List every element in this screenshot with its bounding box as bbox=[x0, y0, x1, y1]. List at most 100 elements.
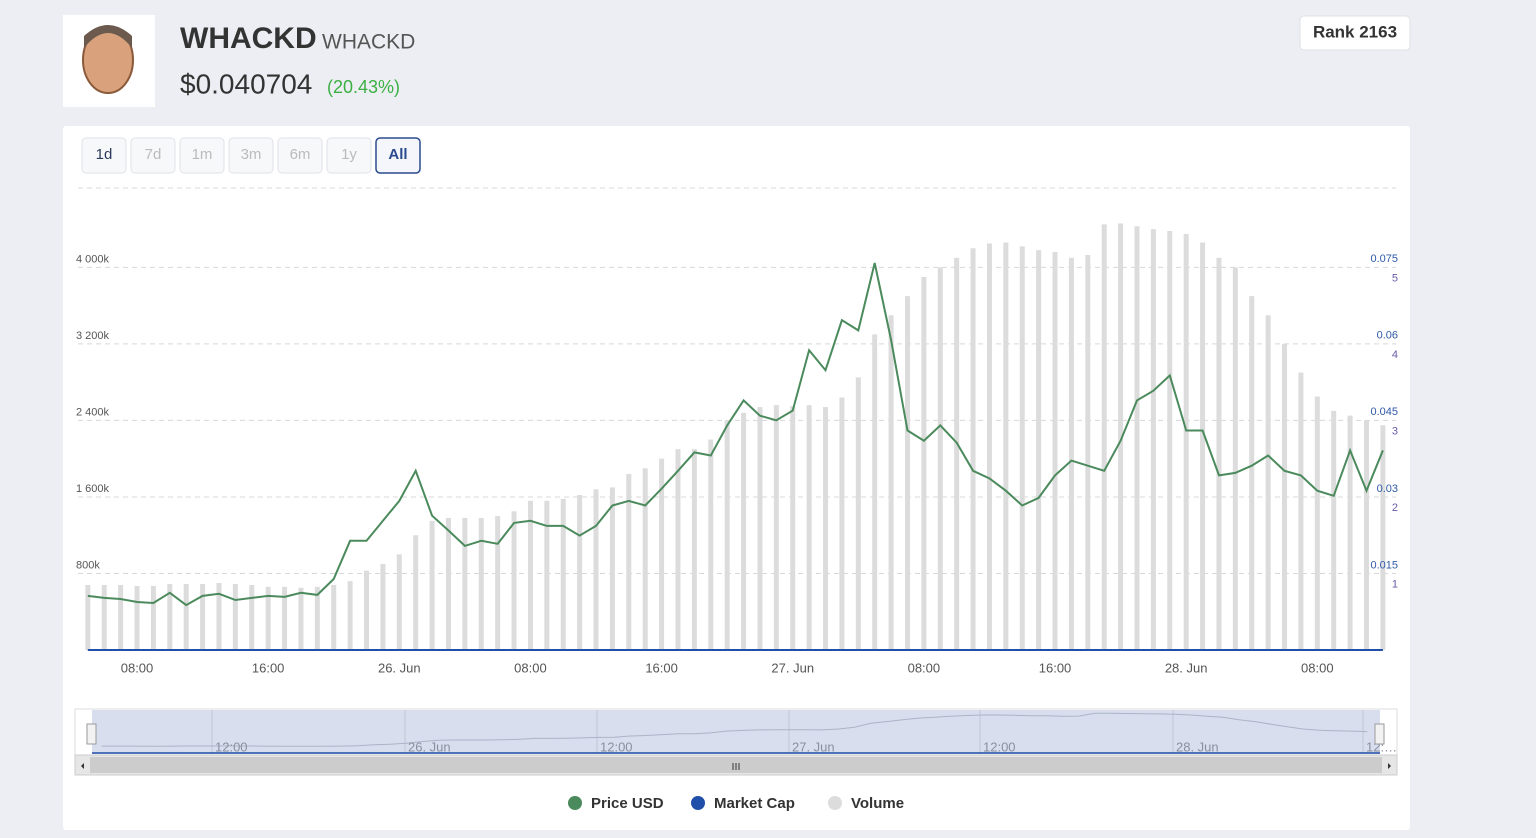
y2-tick-label: 0.045 bbox=[1370, 406, 1398, 418]
y3-tick-label: 1 bbox=[1392, 578, 1398, 590]
volume-bar bbox=[741, 412, 747, 650]
volume-bar bbox=[609, 487, 615, 650]
volume-bar bbox=[364, 570, 370, 650]
volume-bar bbox=[855, 377, 861, 650]
volume-bar bbox=[1118, 223, 1124, 651]
volume-bar bbox=[511, 511, 517, 650]
volume-bar bbox=[691, 449, 697, 650]
volume-bar bbox=[577, 495, 583, 650]
volume-bar bbox=[1150, 229, 1156, 650]
legend-marker[interactable] bbox=[568, 796, 582, 810]
volume-bar bbox=[167, 584, 173, 650]
volume-bar bbox=[1282, 343, 1288, 650]
volume-bar bbox=[265, 586, 271, 650]
navigator-label: 12:… bbox=[1366, 739, 1397, 754]
range-label[interactable]: 1y bbox=[341, 146, 357, 163]
volume-bar bbox=[675, 449, 681, 650]
range-button[interactable] bbox=[228, 137, 274, 174]
volume-bar bbox=[1314, 396, 1320, 650]
x-tick-label: 28. Jun bbox=[1165, 660, 1208, 675]
volume-bar bbox=[708, 439, 714, 650]
volume-bar bbox=[1200, 242, 1206, 651]
range-label[interactable]: 1d bbox=[96, 146, 113, 163]
x-tick-label: 08:00 bbox=[908, 660, 941, 675]
volume-bar bbox=[888, 315, 894, 650]
x-tick-label: 08:00 bbox=[121, 660, 154, 675]
volume-bar bbox=[183, 584, 189, 650]
volume-bar bbox=[232, 584, 238, 650]
volume-bar bbox=[1085, 254, 1091, 650]
range-label[interactable]: 3m bbox=[241, 146, 262, 163]
range-button[interactable] bbox=[326, 137, 372, 174]
volume-bar bbox=[839, 397, 845, 650]
navigator-label: 12:00 bbox=[600, 739, 633, 754]
volume-bar bbox=[757, 407, 763, 650]
volume-bar bbox=[1183, 233, 1189, 651]
volume-bar bbox=[1036, 250, 1042, 650]
volume-bar bbox=[150, 585, 156, 650]
range-button[interactable] bbox=[81, 137, 127, 174]
volume-bar bbox=[659, 458, 665, 650]
volume-bar bbox=[724, 420, 730, 650]
volume-bar bbox=[118, 584, 124, 650]
y2-tick-label: 0.06 bbox=[1377, 330, 1398, 342]
range-button[interactable] bbox=[179, 137, 225, 174]
volume-bar bbox=[790, 406, 796, 650]
volume-bar bbox=[314, 586, 320, 650]
volume-bar bbox=[249, 584, 255, 650]
y-tick-label: 800k bbox=[76, 559, 100, 571]
legend-marker[interactable] bbox=[691, 796, 705, 810]
legend-label[interactable]: Price USD bbox=[591, 795, 664, 812]
y3-tick-label: 3 bbox=[1392, 425, 1398, 437]
legend-marker[interactable] bbox=[828, 796, 842, 810]
volume-bar bbox=[200, 584, 206, 650]
volume-bar bbox=[527, 500, 533, 650]
range-button[interactable] bbox=[130, 137, 176, 174]
volume-bar bbox=[298, 587, 304, 650]
legend-label[interactable]: Market Cap bbox=[714, 795, 795, 812]
volume-bar bbox=[872, 334, 878, 650]
range-label[interactable]: 1m bbox=[192, 146, 213, 163]
volume-bar bbox=[101, 584, 107, 650]
coin-price: $0.040704 bbox=[180, 68, 312, 99]
coin-symbol: WHACKD bbox=[322, 31, 415, 54]
volume-bar bbox=[85, 584, 91, 650]
y-tick-label: 2 400k bbox=[76, 406, 110, 418]
scroll-grip bbox=[732, 763, 740, 770]
volume-bar bbox=[380, 563, 386, 650]
range-label[interactable]: All bbox=[388, 146, 407, 163]
volume-bar bbox=[773, 405, 779, 650]
logo-hair bbox=[84, 25, 132, 48]
volume-bar bbox=[1380, 425, 1386, 650]
range-label[interactable]: 7d bbox=[145, 146, 162, 163]
navigator-handle[interactable] bbox=[1374, 723, 1385, 745]
volume-bar bbox=[904, 296, 910, 650]
volume-bar bbox=[593, 489, 599, 650]
volume-bar bbox=[347, 581, 353, 650]
x-tick-label: 16:00 bbox=[1039, 660, 1072, 675]
volume-bar bbox=[1298, 372, 1304, 650]
x-tick-label: 08:00 bbox=[1301, 660, 1334, 675]
volume-bar bbox=[1134, 226, 1140, 650]
volume-bar bbox=[478, 518, 484, 650]
volume-bar bbox=[445, 518, 451, 650]
volume-bar bbox=[1331, 410, 1337, 650]
volume-bar bbox=[282, 586, 288, 650]
volume-bar bbox=[1052, 252, 1058, 650]
volume-bar bbox=[413, 535, 419, 650]
volume-bar bbox=[396, 554, 402, 650]
range-label[interactable]: 6m bbox=[290, 146, 311, 163]
range-button[interactable] bbox=[375, 137, 421, 174]
volume-bar bbox=[1101, 224, 1107, 650]
y2-tick-label: 0.03 bbox=[1377, 483, 1398, 495]
navigator-label: 12:00 bbox=[215, 739, 248, 754]
range-button[interactable] bbox=[277, 137, 323, 174]
volume-bar bbox=[986, 243, 992, 650]
legend-label[interactable]: Volume bbox=[851, 795, 904, 812]
y-tick-label: 3 200k bbox=[76, 330, 110, 342]
volume-bar bbox=[1265, 315, 1271, 650]
navigator-handle[interactable] bbox=[86, 723, 97, 745]
rank: Rank 2163 bbox=[1313, 22, 1397, 41]
